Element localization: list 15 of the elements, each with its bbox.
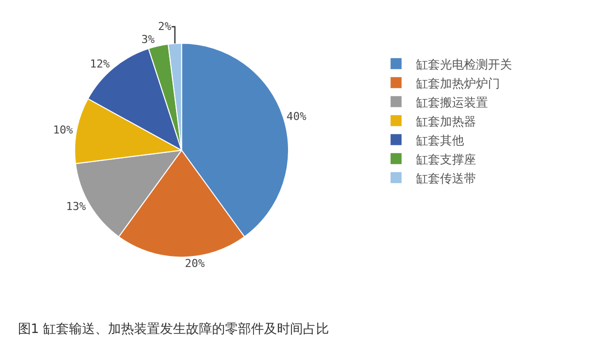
data-label: 12% (90, 57, 110, 70)
legend-label: 缸套其他 (416, 133, 464, 148)
data-label: 20% (184, 257, 206, 270)
data-label: 10% (53, 123, 74, 136)
data-label: 2% (158, 20, 172, 34)
legend-label: 缸套传送带 (416, 171, 476, 186)
legend-label: 缸套搬运装置 (416, 95, 488, 110)
legend-label: 缸套光电检测开关 (416, 57, 512, 72)
legend-label: 缸套加热器 (416, 114, 476, 128)
data-label: 13% (66, 200, 86, 213)
text: 图1 缸套输送、加热装置发生故障的零部件及时间占比 (18, 322, 330, 338)
data-label: 40% (286, 110, 307, 124)
data-label: 3% (141, 33, 156, 46)
legend-label: 缸套支撑座 (416, 152, 476, 166)
legend-label: 缸套加热炉炉门 (416, 76, 500, 90)
